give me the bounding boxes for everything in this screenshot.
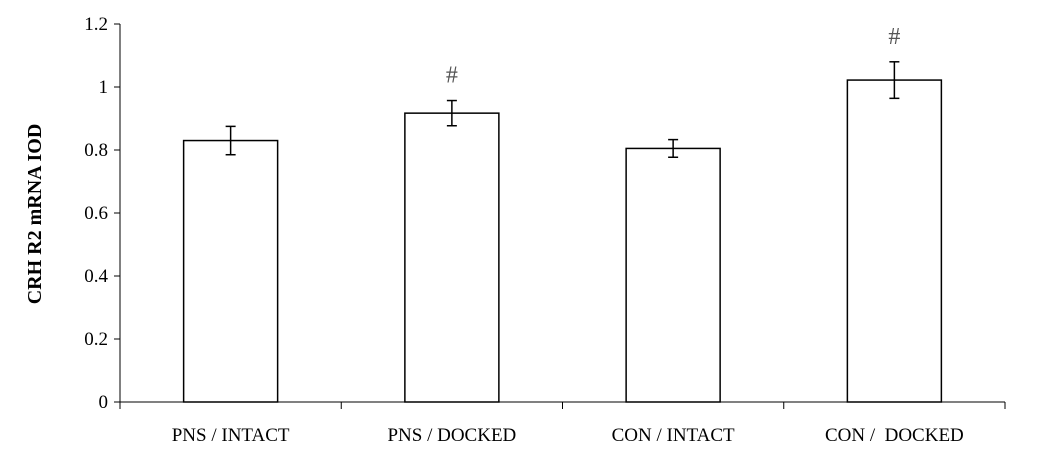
- x-category-label: CON / DOCKED: [825, 425, 964, 446]
- significance-annotation: #: [446, 63, 458, 89]
- y-tick-label: 1: [99, 77, 109, 98]
- annotations-group: ##: [446, 24, 901, 89]
- y-tick-label: 0.4: [84, 266, 108, 287]
- bar: [625, 147, 721, 403]
- y-tick-label: 1.2: [84, 14, 108, 35]
- y-tick-label: 0.6: [84, 203, 108, 224]
- y-tick-label: 0: [99, 392, 109, 413]
- bar: [404, 112, 500, 403]
- x-category-label: PNS / INTACT: [172, 425, 290, 446]
- bar: [182, 139, 279, 403]
- axes: 0 0.2 0.4 0.6 0.8 1 1.2 PNS / INTACT PNS / DOCKE…: [84, 14, 1006, 446]
- bar: [846, 79, 943, 403]
- x-category-label: CON / INTACT: [612, 425, 735, 446]
- y-tick-label: 0.2: [84, 329, 108, 350]
- significance-annotation: #: [888, 24, 900, 50]
- y-axis-label: CRH R2 mRNA IOD: [24, 124, 46, 305]
- x-category-label: PNS / DOCKED: [387, 425, 516, 446]
- bars-group: [182, 79, 943, 403]
- error-bars-group: [225, 61, 900, 158]
- y-tick-label: 0.8: [84, 140, 108, 161]
